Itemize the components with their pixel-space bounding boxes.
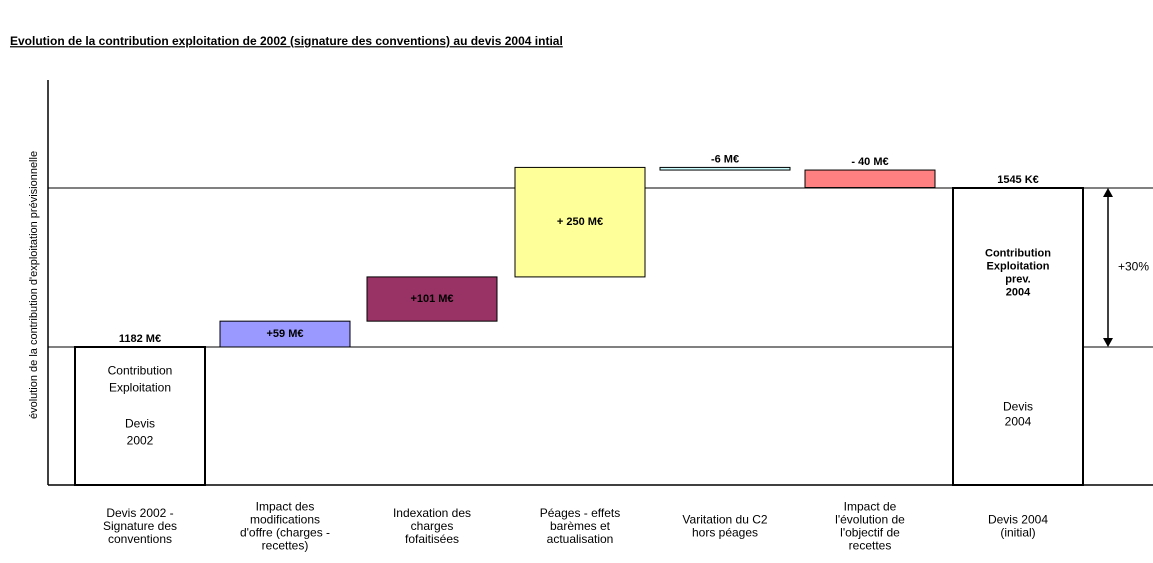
bar — [804, 169, 936, 189]
value-label: 1182 M€ — [119, 333, 161, 345]
bar — [514, 166, 646, 278]
arrow-head — [1103, 188, 1113, 197]
bar — [659, 166, 791, 171]
change-label: +30% — [1118, 260, 1149, 274]
x-tick-label: Devis 2002 -Signature des conventions — [103, 506, 177, 546]
x-tick-label: Impact de l'évolution de l'objectif de rece… — [835, 500, 905, 553]
arrow-head — [1103, 338, 1113, 347]
bar-note: Devis 2004 — [1003, 400, 1033, 429]
bar — [366, 276, 498, 322]
value-label: +101 M€ — [410, 293, 453, 305]
value-label: + 250 M€ — [557, 216, 603, 228]
bar-note: Contribution Exploitation prev. 2004 — [985, 247, 1051, 298]
bar — [74, 346, 206, 486]
x-tick-label: Devis 2004 (initial) — [988, 513, 1048, 540]
bar-note: Contribution Exploitation — [108, 364, 173, 395]
x-tick-label: Varitation du C2 hors péages — [682, 513, 767, 540]
bar — [219, 320, 351, 348]
x-tick-label: Indexation des charges fofaitisées — [393, 506, 471, 546]
x-tick-label: Péages - effets barèmes et actualisation — [540, 506, 621, 546]
value-label: +59 M€ — [267, 328, 304, 340]
value-label: -6 M€ — [711, 153, 739, 165]
value-label: - 40 M€ — [851, 156, 888, 168]
bar-note: Devis 2002 — [125, 417, 155, 448]
bar — [952, 187, 1084, 486]
chart-title: Evolution de la contribution exploitatio… — [10, 34, 563, 48]
y-axis-label: évolution de la contribution d'exploitat… — [28, 151, 40, 419]
x-tick-label: Impact des modifications d'offre (charges … — [240, 500, 330, 553]
value-label: 1545 K€ — [997, 174, 1039, 186]
